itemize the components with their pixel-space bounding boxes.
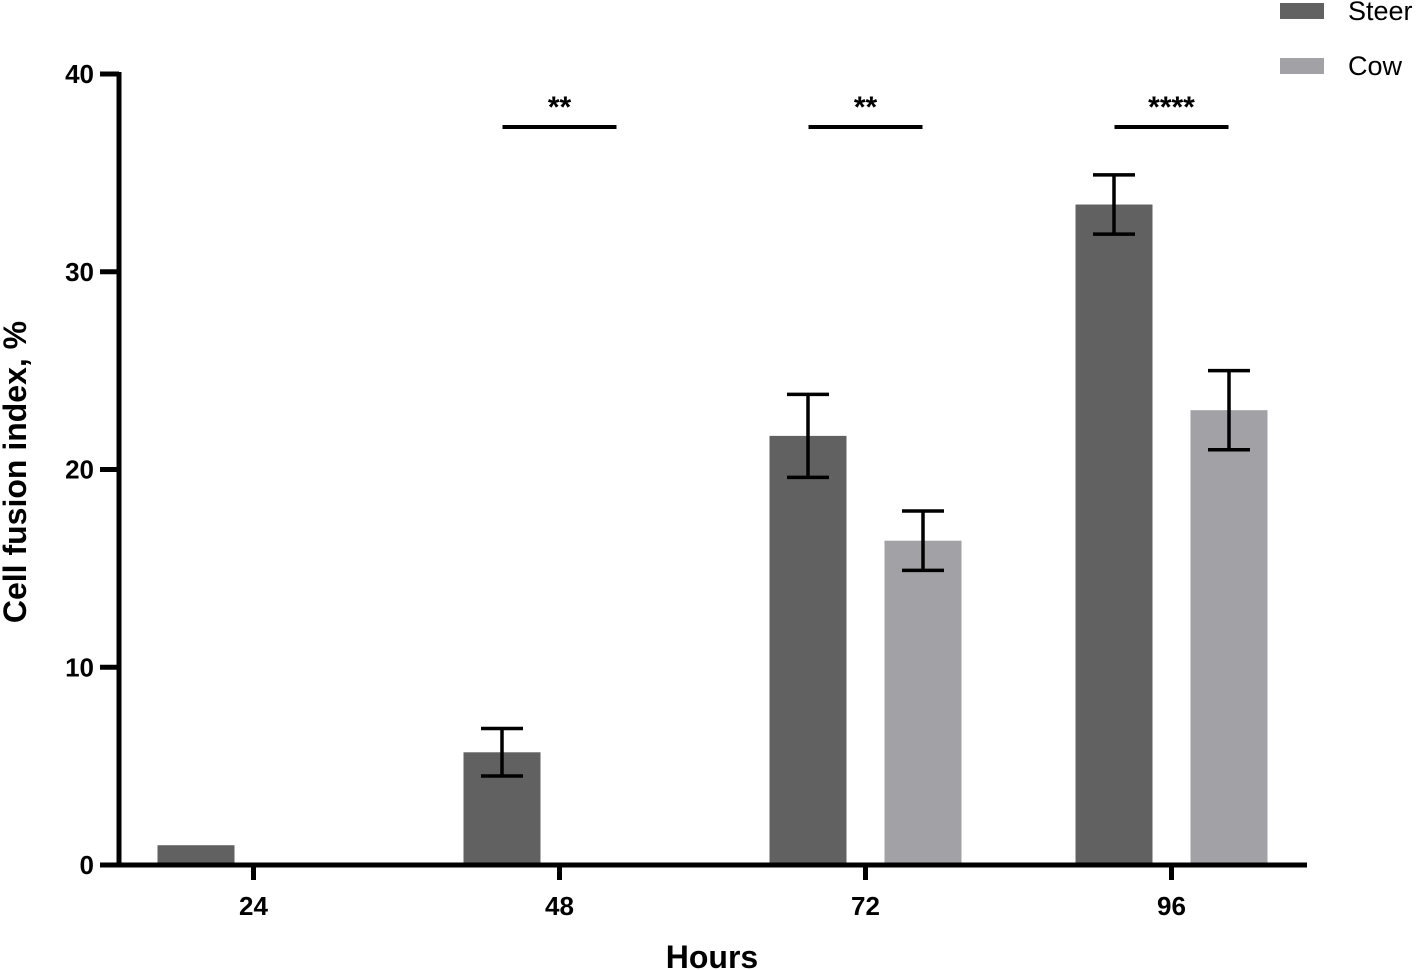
legend-label-cow: Cow	[1348, 51, 1403, 81]
bar-cow-72	[884, 540, 962, 865]
legend-swatch-steer	[1280, 3, 1324, 19]
x-tick-label-24: 24	[239, 891, 268, 921]
significance-label-48: **	[548, 91, 572, 124]
bars-layer	[157, 204, 1268, 865]
legend: Steer Cow	[1280, 0, 1413, 81]
significance-markers: ** ** ****	[502, 91, 1229, 129]
bar-cow-96	[1190, 410, 1268, 865]
y-tick-label-20: 20	[65, 455, 94, 485]
error-bar-steer-48	[481, 726, 523, 778]
legend-swatch-cow	[1280, 58, 1324, 74]
significance-label-96: ****	[1148, 91, 1195, 124]
error-bar-cow-72	[902, 509, 944, 573]
bar-steer-72	[769, 435, 847, 865]
y-tick-label-0: 0	[80, 850, 94, 880]
error-bar-cow-96	[1208, 368, 1250, 452]
x-tick-label-96: 96	[1157, 891, 1186, 921]
error-bar-steer-96	[1093, 173, 1135, 236]
x-ticks: 24 48 72 96	[239, 865, 1186, 921]
y-tick-label-30: 30	[65, 257, 94, 287]
y-axis-title: Cell fusion index, %	[0, 321, 33, 623]
y-ticks: 0 10 20 30 40	[65, 59, 119, 880]
error-bars-layer	[481, 173, 1250, 778]
x-tick-label-48: 48	[545, 891, 574, 921]
y-tick-label-10: 10	[65, 652, 94, 682]
significance-label-72: **	[854, 91, 878, 124]
x-tick-label-72: 72	[851, 891, 880, 921]
legend-label-steer: Steer	[1348, 0, 1413, 26]
x-axis-title: Hours	[666, 939, 758, 970]
bar-steer-96	[1075, 204, 1153, 865]
bar-steer-24	[157, 845, 235, 865]
y-tick-label-40: 40	[65, 59, 94, 89]
error-bar-steer-72	[787, 392, 829, 480]
